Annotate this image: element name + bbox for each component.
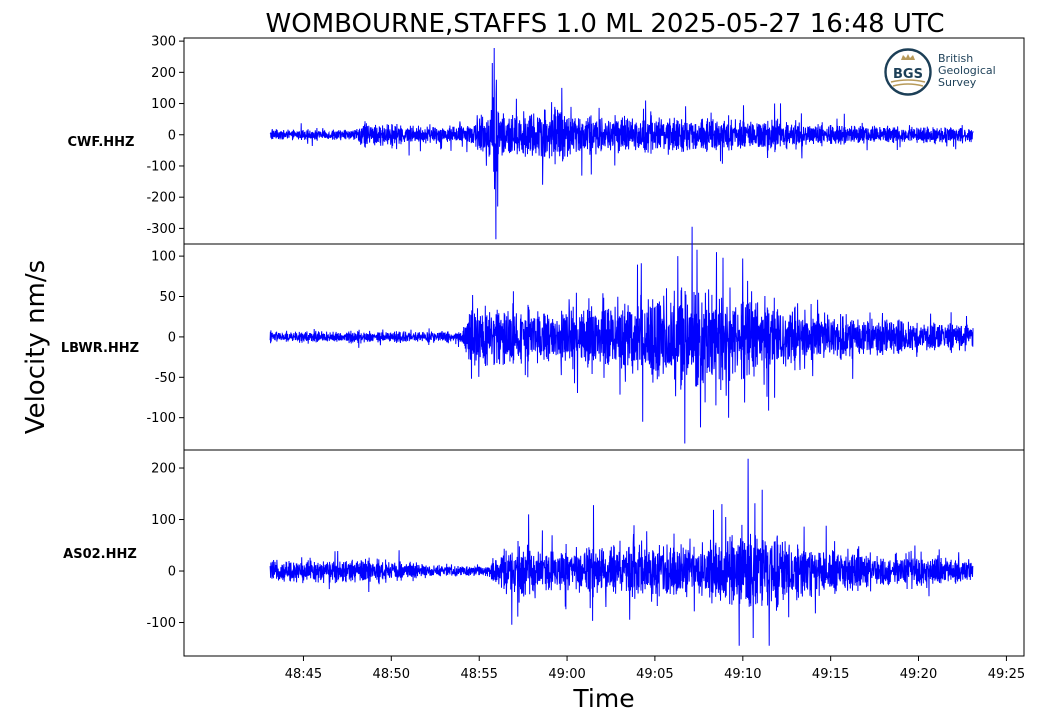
bgs-logo-line3: Survey (938, 76, 977, 89)
panel-as02-hhz: AS02.HHZ 200 100 0 -100 (63, 449, 1025, 657)
bgs-logo-line2: Geological (938, 64, 996, 77)
station-label: AS02.HHZ (63, 547, 137, 562)
bgs-logo-strata (890, 79, 926, 87)
x-tick-label: 49:25 (988, 667, 1025, 682)
y-axis-label: Velocity nm/s (21, 260, 51, 434)
waveform-as02-hhz (269, 458, 974, 646)
bgs-logo-line1: British (938, 52, 973, 65)
y-tick-label: 300 (151, 35, 176, 50)
y-tick-label: -100 (146, 411, 176, 426)
station-label: LBWR.HHZ (61, 341, 139, 356)
x-tick-label: 49:20 (900, 667, 937, 682)
x-tick-label: 48:55 (460, 667, 497, 682)
panel-cwf-hhz: CWF.HHZ 300 200 100 0 -100 -200 -300 (68, 35, 1025, 245)
chart-title: WOMBOURNE,STAFFS 1.0 ML 2025-05-27 16:48… (266, 9, 945, 39)
y-tick-label: 200 (151, 66, 176, 81)
y-tick-label: 50 (159, 290, 176, 305)
y-tick-label: 100 (151, 97, 176, 112)
y-tick-label: 100 (151, 250, 176, 265)
x-tick-label: 48:45 (285, 667, 322, 682)
y-tick-label: 0 (168, 128, 176, 143)
y-tick-label: 0 (168, 565, 176, 580)
y-tick-label: 200 (151, 462, 176, 477)
bgs-logo-ring (884, 48, 932, 96)
y-tick-label: 0 (168, 330, 176, 345)
panel-frame (183, 449, 1025, 657)
y-tick-label: -200 (146, 191, 176, 206)
bgs-logo-abbr: BGS (893, 67, 923, 82)
bgs-logo: BGS British Geological Survey (884, 48, 996, 96)
y-tick-label: -100 (146, 159, 176, 174)
bgs-logo-crown (901, 54, 915, 60)
x-axis-label: Time (572, 684, 634, 713)
x-tick-label: 49:15 (812, 667, 849, 682)
trace-panels: CWF.HHZ 300 200 100 0 -100 -200 -300 LBWR.HHZ 100… (61, 35, 1025, 657)
y-tick-label: 100 (151, 513, 176, 528)
y-tick-label: -300 (146, 222, 176, 237)
y-tick-label: -100 (146, 616, 176, 631)
panel-lbwr-hhz: LBWR.HHZ 100 50 0 -50 -100 (61, 226, 1025, 451)
x-axis-ticks: 48:45 48:50 48:55 49:00 49:05 49:10 49:15 49:20… (285, 656, 1025, 682)
x-tick-label: 48:50 (373, 667, 410, 682)
x-tick-label: 49:00 (548, 667, 585, 682)
waveform-lbwr-hhz (269, 226, 974, 444)
x-tick-label: 49:10 (724, 667, 761, 682)
x-tick-label: 49:05 (636, 667, 673, 682)
y-tick-label: -50 (155, 371, 176, 386)
waveform-cwf-hhz (269, 47, 974, 240)
station-label: CWF.HHZ (68, 135, 135, 150)
